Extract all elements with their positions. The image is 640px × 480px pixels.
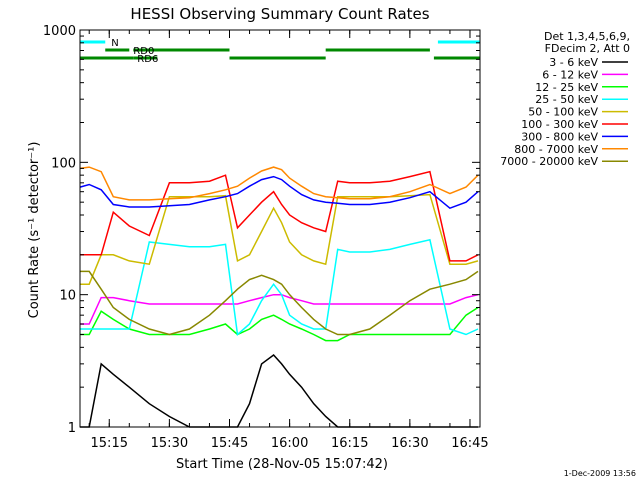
y-tick-label: 1000	[43, 24, 76, 39]
footer-timestamp: 1-Dec-2009 13:56	[564, 469, 636, 478]
state-bar-label: RD0	[133, 46, 154, 57]
y-tick-label: 10	[59, 289, 76, 304]
state-bar-label: N	[111, 38, 118, 49]
x-axis-label: Start Time (28-Nov-05 15:07:42)	[176, 457, 388, 472]
legend-label: 800 - 7000 keV	[514, 143, 598, 156]
x-tick-label: 16:30	[391, 436, 428, 451]
series-line-3-6-kev	[80, 353, 478, 428]
x-tick-label: 16:45	[451, 436, 488, 451]
legend-label: 3 - 6 keV	[549, 56, 598, 69]
legend-label: 100 - 300 keV	[521, 118, 598, 131]
state-bar-label: RD6	[137, 54, 158, 65]
y-tick-label: 100	[51, 156, 76, 171]
series-line-12-25-kev	[80, 306, 479, 342]
x-tick-label: 15:30	[151, 436, 188, 451]
legend-label: 12 - 25 keV	[535, 81, 598, 94]
series-line-25-50-kev	[80, 238, 479, 336]
legend-header-line-2: FDecim 2, Att 0	[545, 42, 630, 55]
legend-label: 50 - 100 keV	[528, 106, 598, 119]
series-line-7000-20000-kev	[80, 270, 479, 336]
x-tick-label: 16:00	[271, 436, 308, 451]
series-line-800-7000-kev	[79, 166, 479, 201]
plot-frame	[79, 29, 481, 428]
legend-label: 300 - 800 keV	[521, 130, 598, 143]
legend-label: 6 - 12 keV	[542, 68, 598, 81]
series-line-300-800-kev	[79, 175, 479, 210]
series-line-6-12-kev	[80, 293, 479, 325]
legend-label: 7000 - 20000 keV	[500, 155, 598, 168]
x-tick-label: 16:15	[331, 436, 368, 451]
x-tick-label: 15:45	[211, 436, 248, 451]
y-tick-label: 1	[68, 421, 76, 436]
x-tick-label: 15:15	[91, 436, 128, 451]
chart-title: HESSI Observing Summary Count Rates	[130, 5, 429, 23]
legend-label: 25 - 50 keV	[535, 93, 598, 106]
legend-header-line-1: Det 1,3,4,5,6,9,	[544, 30, 630, 43]
y-axis-label: Count Rate (s⁻¹ detector⁻¹)	[27, 142, 42, 319]
series-line-100-300-kev	[80, 170, 479, 262]
legend: Det 1,3,4,5,6,9, FDecim 2, Att 0 3 - 6 k…	[500, 30, 630, 168]
series-line-50-100-kev	[80, 193, 479, 285]
